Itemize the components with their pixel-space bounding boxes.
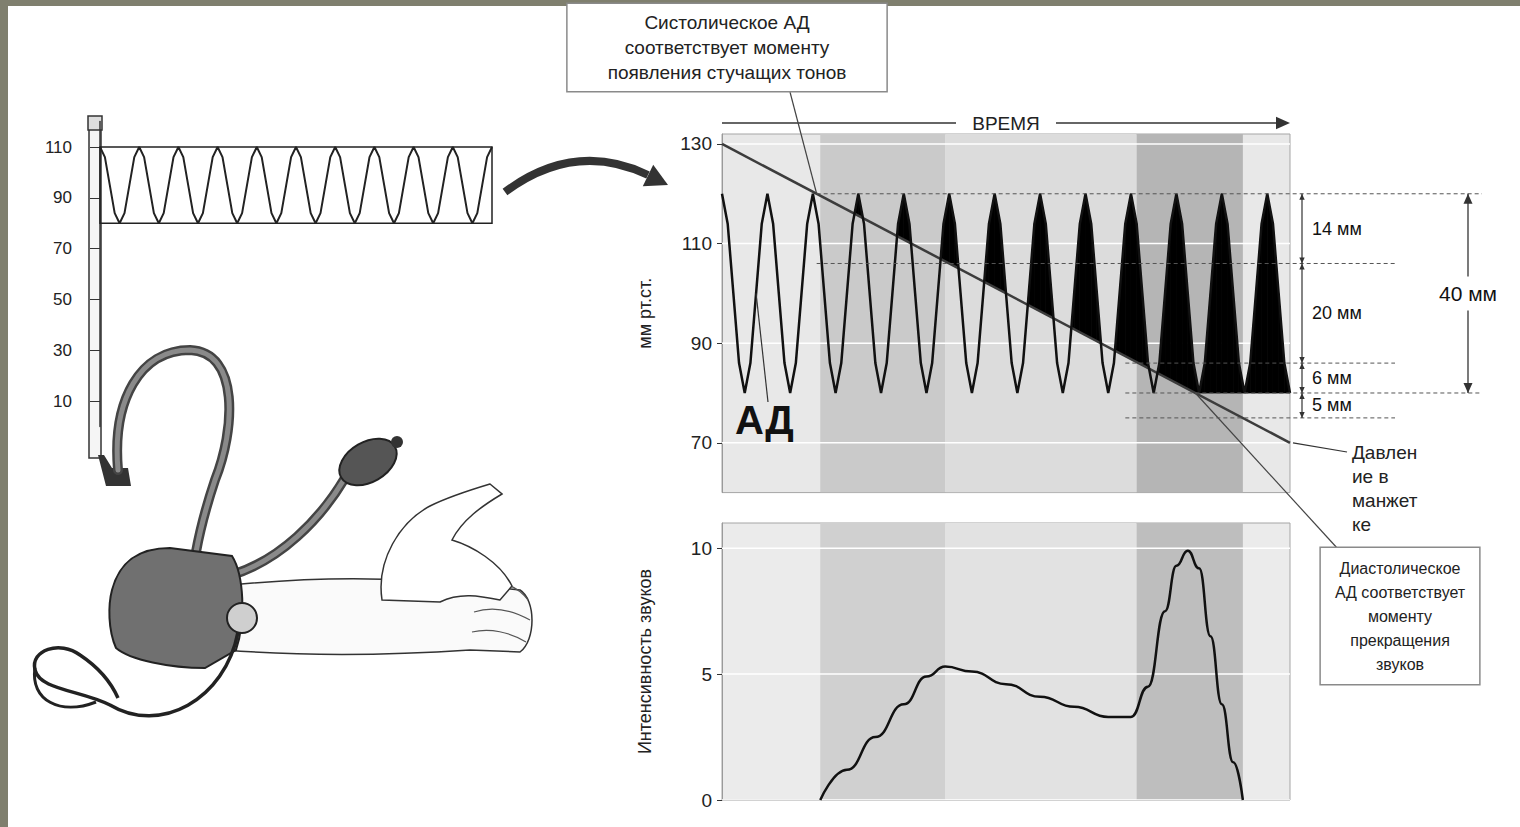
svg-text:6 мм: 6 мм — [1312, 368, 1352, 388]
svg-text:Интенсивность звуков: Интенсивность звуков — [635, 569, 655, 754]
svg-text:ие в: ие в — [1352, 466, 1394, 487]
svg-text:0: 0 — [701, 790, 712, 811]
svg-text:АД соответствует: АД соответствует — [1335, 584, 1466, 601]
svg-text:110: 110 — [45, 138, 72, 157]
svg-text:90: 90 — [53, 188, 72, 207]
svg-text:40 мм: 40 мм — [1439, 282, 1497, 305]
svg-text:появления стучащих тонов: появления стучащих тонов — [608, 62, 847, 83]
svg-text:90: 90 — [691, 333, 712, 354]
svg-text:звуков: звуков — [1376, 656, 1424, 673]
svg-text:АД: АД — [735, 398, 794, 442]
svg-text:50: 50 — [53, 290, 72, 309]
svg-text:70: 70 — [691, 432, 712, 453]
svg-text:мм рт.ст.: мм рт.ст. — [635, 278, 655, 349]
svg-text:14 мм: 14 мм — [1312, 219, 1362, 239]
svg-text:ке: ке — [1352, 514, 1371, 535]
svg-text:манжет: манжет — [1352, 490, 1418, 511]
svg-text:130: 130 — [680, 133, 712, 154]
svg-text:5: 5 — [701, 664, 712, 685]
svg-text:Диастолическое: Диастолическое — [1340, 560, 1461, 577]
svg-text:30: 30 — [53, 341, 72, 360]
svg-text:ВРЕМЯ: ВРЕМЯ — [972, 113, 1040, 134]
svg-text:моменту: моменту — [1368, 608, 1432, 625]
svg-text:10: 10 — [691, 538, 712, 559]
svg-text:70: 70 — [53, 239, 72, 258]
svg-text:10: 10 — [53, 392, 72, 411]
svg-text:20 мм: 20 мм — [1312, 303, 1362, 323]
svg-text:прекращения: прекращения — [1350, 632, 1450, 649]
svg-text:Систолическое АД: Систолическое АД — [644, 12, 809, 33]
svg-text:110: 110 — [682, 233, 712, 254]
svg-text:Давлен: Давлен — [1352, 442, 1417, 463]
svg-text:соответствует моменту: соответствует моменту — [625, 37, 830, 58]
svg-text:5 мм: 5 мм — [1312, 395, 1352, 415]
